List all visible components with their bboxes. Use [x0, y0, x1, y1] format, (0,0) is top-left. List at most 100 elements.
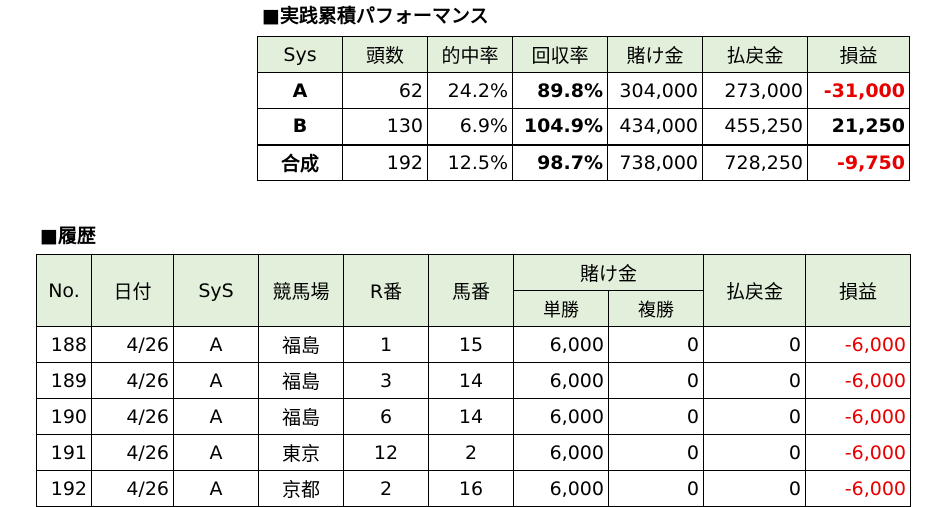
cell-payout: 0 [703, 398, 807, 435]
row-payout: 455,250 [702, 108, 808, 145]
header-profit: 損益 [805, 254, 912, 327]
cell-date: 4/26 [91, 326, 174, 363]
header-sys: SyS [173, 254, 259, 327]
cell-place: 0 [607, 470, 705, 507]
performance-row: A 62 24.2% 89.8% 304,000 273,000 -31,000 [257, 72, 910, 109]
performance-header-row: Sys 頭数 的中率 回収率 賭け金 払戻金 損益 [257, 36, 910, 73]
cell-race: 1 [343, 326, 429, 363]
row-recovery: 104.9% [512, 108, 608, 145]
cell-horse: 14 [428, 398, 514, 435]
history-row: 191 4/26 A 東京 12 2 6,000 0 0 -6,000 [36, 434, 912, 471]
cell-win: 6,000 [513, 362, 609, 399]
cell-no: 191 [36, 434, 92, 471]
cell-no: 190 [36, 398, 92, 435]
header-race: R番 [343, 254, 429, 327]
row-count: 192 [342, 143, 428, 181]
cell-payout: 0 [703, 326, 807, 363]
performance-row: B 130 6.9% 104.9% 434,000 455,250 21,250 [257, 108, 910, 145]
row-sys: 合成 [257, 143, 343, 181]
header-venue: 競馬場 [258, 254, 344, 327]
cell-venue: 福島 [258, 326, 344, 363]
header-date: 日付 [91, 254, 174, 327]
cell-win: 6,000 [513, 398, 609, 435]
header-place: 複勝 [607, 290, 705, 327]
cell-payout: 0 [703, 470, 807, 507]
cell-sys: A [173, 434, 259, 471]
header-payout: 払戻金 [702, 36, 808, 73]
cell-race: 2 [343, 470, 429, 507]
cell-horse: 16 [428, 470, 514, 507]
cell-date: 4/26 [91, 470, 174, 507]
cell-place: 0 [607, 326, 705, 363]
row-profit: -31,000 [807, 72, 910, 109]
header-bet-group: 賭け金 [512, 254, 705, 291]
row-profit: -9,750 [807, 143, 910, 181]
cell-no: 188 [36, 326, 92, 363]
cell-venue: 東京 [258, 434, 344, 471]
cell-payout: 0 [703, 362, 807, 399]
cell-profit: -6,000 [805, 326, 912, 363]
history-subheader-row: 単勝 複勝 [37, 290, 911, 327]
cell-no: 189 [36, 362, 92, 399]
row-sys: A [257, 72, 343, 109]
cell-profit: -6,000 [805, 362, 912, 399]
cell-sys: A [173, 362, 259, 399]
cell-place: 0 [607, 434, 705, 471]
cell-profit: -6,000 [805, 470, 912, 507]
cell-date: 4/26 [91, 398, 174, 435]
cell-profit: -6,000 [805, 434, 912, 471]
cell-win: 6,000 [513, 470, 609, 507]
history-row: 190 4/26 A 福島 6 14 6,000 0 0 -6,000 [36, 398, 912, 435]
history-table: No. 日付 SyS 競馬場 R番 馬番 賭け金 払戻金 損益 単勝 複勝 18… [36, 254, 912, 507]
row-bet: 738,000 [607, 143, 703, 181]
cell-win: 6,000 [513, 326, 609, 363]
cell-sys: A [173, 398, 259, 435]
header-no: No. [36, 254, 92, 327]
history-header-row: No. 日付 SyS 競馬場 R番 馬番 賭け金 払戻金 損益 [36, 254, 912, 327]
cell-horse: 2 [428, 434, 514, 471]
cell-place: 0 [607, 398, 705, 435]
cell-horse: 14 [428, 362, 514, 399]
history-row: 189 4/26 A 福島 3 14 6,000 0 0 -6,000 [36, 362, 912, 399]
performance-title: ■実践累積パフォーマンス [262, 5, 489, 27]
row-hit-rate: 24.2% [427, 72, 513, 109]
header-bet: 賭け金 [607, 36, 703, 73]
header-horse: 馬番 [428, 254, 514, 327]
cell-race: 3 [343, 362, 429, 399]
cell-payout: 0 [703, 434, 807, 471]
cell-date: 4/26 [91, 362, 174, 399]
cell-profit: -6,000 [805, 398, 912, 435]
history-row: 192 4/26 A 京都 2 16 6,000 0 0 -6,000 [36, 470, 912, 507]
cell-venue: 福島 [258, 398, 344, 435]
cell-sys: A [173, 326, 259, 363]
performance-table: Sys 頭数 的中率 回収率 賭け金 払戻金 損益 A 62 24.2% 89.… [257, 36, 910, 181]
header-hit-rate: 的中率 [427, 36, 513, 73]
history-title: ■履歴 [40, 225, 96, 247]
row-payout: 728,250 [702, 143, 808, 181]
header-payout: 払戻金 [703, 254, 807, 327]
row-profit: 21,250 [807, 108, 910, 145]
row-payout: 273,000 [702, 72, 808, 109]
cell-race: 6 [343, 398, 429, 435]
cell-win: 6,000 [513, 434, 609, 471]
header-profit: 損益 [807, 36, 910, 73]
performance-total-row: 合成 192 12.5% 98.7% 738,000 728,250 -9,75… [257, 143, 910, 181]
history-row: 188 4/26 A 福島 1 15 6,000 0 0 -6,000 [36, 326, 912, 363]
header-recovery: 回収率 [512, 36, 608, 73]
cell-venue: 福島 [258, 362, 344, 399]
header-win: 単勝 [513, 290, 609, 327]
row-bet: 434,000 [607, 108, 703, 145]
row-bet: 304,000 [607, 72, 703, 109]
row-sys: B [257, 108, 343, 145]
cell-horse: 15 [428, 326, 514, 363]
cell-no: 192 [36, 470, 92, 507]
row-hit-rate: 6.9% [427, 108, 513, 145]
cell-place: 0 [607, 362, 705, 399]
row-count: 130 [342, 108, 428, 145]
header-count: 頭数 [342, 36, 428, 73]
cell-race: 12 [343, 434, 429, 471]
row-hit-rate: 12.5% [427, 143, 513, 181]
cell-date: 4/26 [91, 434, 174, 471]
cell-venue: 京都 [258, 470, 344, 507]
row-recovery: 98.7% [512, 143, 608, 181]
